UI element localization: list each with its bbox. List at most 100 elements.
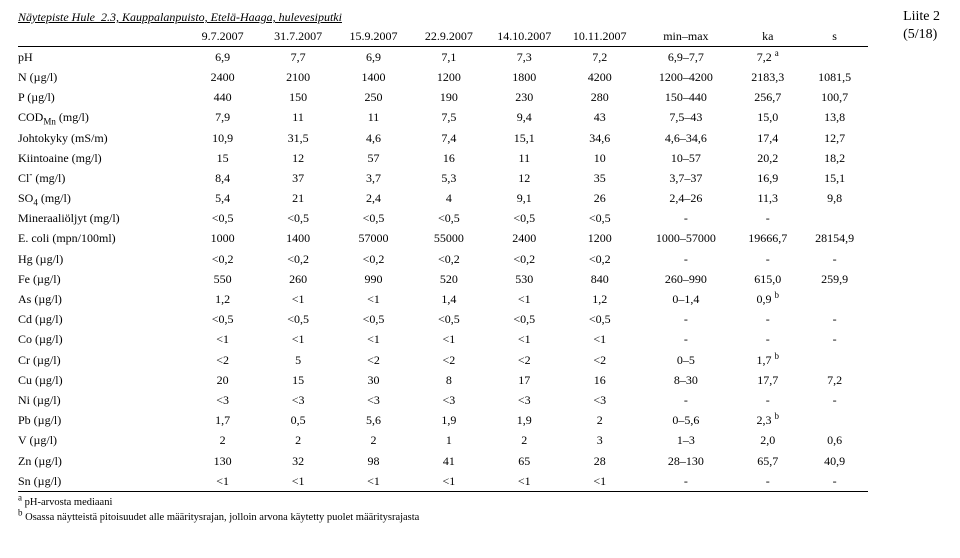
value-cell: <0,2 bbox=[260, 249, 335, 269]
param-cell: Cu (µg/l) bbox=[18, 370, 185, 390]
header-cell: ka bbox=[734, 26, 801, 47]
minmax-cell: 0–5,6 bbox=[637, 411, 734, 431]
value-cell: 130 bbox=[185, 451, 260, 471]
appendix-label: Liite 2 (5/18) bbox=[903, 8, 940, 43]
value-cell: 2 bbox=[185, 431, 260, 451]
s-cell: 7,2 bbox=[801, 370, 868, 390]
value-cell: 35 bbox=[562, 168, 637, 188]
value-cell: <3 bbox=[336, 390, 411, 410]
header-cell: 10.11.2007 bbox=[562, 26, 637, 47]
value-cell: <1 bbox=[336, 471, 411, 492]
value-cell: 12 bbox=[487, 168, 562, 188]
s-cell: 0,6 bbox=[801, 431, 868, 451]
value-cell: 2 bbox=[562, 411, 637, 431]
value-cell: 8 bbox=[411, 370, 486, 390]
header-cell: 14.10.2007 bbox=[487, 26, 562, 47]
ka-cell: 7,2 a bbox=[734, 47, 801, 68]
param-cell: As (µg/l) bbox=[18, 289, 185, 309]
minmax-cell: 6,9–7,7 bbox=[637, 47, 734, 68]
s-cell bbox=[801, 209, 868, 229]
param-cell: Mineraaliöljyt (mg/l) bbox=[18, 209, 185, 229]
value-cell: <0,5 bbox=[487, 310, 562, 330]
value-cell: <1 bbox=[260, 471, 335, 492]
table-row: pH6,97,76,97,17,37,26,9–7,77,2 a bbox=[18, 47, 868, 68]
value-cell: <1 bbox=[487, 289, 562, 309]
value-cell: 250 bbox=[336, 88, 411, 108]
minmax-cell: - bbox=[637, 249, 734, 269]
liite-line1: Liite 2 bbox=[903, 8, 940, 26]
s-cell: - bbox=[801, 330, 868, 350]
header-cell: s bbox=[801, 26, 868, 47]
param-cell: N (µg/l) bbox=[18, 67, 185, 87]
s-cell: 100,7 bbox=[801, 88, 868, 108]
ka-cell: 11,3 bbox=[734, 189, 801, 209]
value-cell: 55000 bbox=[411, 229, 486, 249]
header-cell: min–max bbox=[637, 26, 734, 47]
param-cell: Kiintoaine (mg/l) bbox=[18, 148, 185, 168]
ka-cell: 17,7 bbox=[734, 370, 801, 390]
value-cell: 2400 bbox=[487, 229, 562, 249]
minmax-cell: 28–130 bbox=[637, 451, 734, 471]
value-cell: 230 bbox=[487, 88, 562, 108]
param-cell: Fe (µg/l) bbox=[18, 269, 185, 289]
value-cell: 8,4 bbox=[185, 168, 260, 188]
value-cell: 5,3 bbox=[411, 168, 486, 188]
s-cell: 18,2 bbox=[801, 148, 868, 168]
value-cell: 1800 bbox=[487, 67, 562, 87]
footnote-b: b Osassa näytteistä pitoisuudet alle mää… bbox=[18, 511, 938, 526]
table-row: Cr (µg/l)<25<2<2<2<20–51,7 b bbox=[18, 350, 868, 370]
value-cell: 6,9 bbox=[185, 47, 260, 68]
value-cell: 5 bbox=[260, 350, 335, 370]
value-cell: 2,4 bbox=[336, 189, 411, 209]
value-cell: <2 bbox=[411, 350, 486, 370]
value-cell: 5,6 bbox=[336, 411, 411, 431]
value-cell: 30 bbox=[336, 370, 411, 390]
value-cell: <0,5 bbox=[487, 209, 562, 229]
minmax-cell: - bbox=[637, 310, 734, 330]
value-cell: 0,5 bbox=[260, 411, 335, 431]
value-cell: <0,2 bbox=[562, 249, 637, 269]
table-row: Ni (µg/l)<3<3<3<3<3<3--- bbox=[18, 390, 868, 410]
minmax-cell: - bbox=[637, 471, 734, 492]
minmax-cell: 8–30 bbox=[637, 370, 734, 390]
minmax-cell: 3,7–37 bbox=[637, 168, 734, 188]
value-cell: <1 bbox=[260, 330, 335, 350]
table-row: Sn (µg/l)<1<1<1<1<1<1--- bbox=[18, 471, 868, 492]
value-cell: 15 bbox=[260, 370, 335, 390]
value-cell: 3 bbox=[562, 431, 637, 451]
value-cell: <1 bbox=[411, 471, 486, 492]
value-cell: 16 bbox=[562, 370, 637, 390]
value-cell: 26 bbox=[562, 189, 637, 209]
value-cell: <0,2 bbox=[185, 249, 260, 269]
s-cell: - bbox=[801, 249, 868, 269]
header-cell bbox=[18, 26, 185, 47]
value-cell: <3 bbox=[260, 390, 335, 410]
s-cell: 40,9 bbox=[801, 451, 868, 471]
value-cell: <3 bbox=[411, 390, 486, 410]
param-cell: Zn (µg/l) bbox=[18, 451, 185, 471]
minmax-cell: 260–990 bbox=[637, 269, 734, 289]
ka-cell: 615,0 bbox=[734, 269, 801, 289]
value-cell: <0,5 bbox=[411, 209, 486, 229]
value-cell: 15,1 bbox=[487, 128, 562, 148]
ka-cell: - bbox=[734, 330, 801, 350]
ka-cell: 0,9 b bbox=[734, 289, 801, 309]
ka-cell: 256,7 bbox=[734, 88, 801, 108]
value-cell: 7,1 bbox=[411, 47, 486, 68]
value-cell: 260 bbox=[260, 269, 335, 289]
value-cell: 1,2 bbox=[562, 289, 637, 309]
ka-cell: 20,2 bbox=[734, 148, 801, 168]
value-cell: 41 bbox=[411, 451, 486, 471]
value-cell: 65 bbox=[487, 451, 562, 471]
value-cell: 31,5 bbox=[260, 128, 335, 148]
value-cell: 1200 bbox=[562, 229, 637, 249]
value-cell: 17 bbox=[487, 370, 562, 390]
ka-cell: - bbox=[734, 310, 801, 330]
param-cell: Johtokyky (mS/m) bbox=[18, 128, 185, 148]
value-cell: 530 bbox=[487, 269, 562, 289]
value-cell: 34,6 bbox=[562, 128, 637, 148]
ka-cell: 19666,7 bbox=[734, 229, 801, 249]
value-cell: 21 bbox=[260, 189, 335, 209]
table-row: Mineraaliöljyt (mg/l)<0,5<0,5<0,5<0,5<0,… bbox=[18, 209, 868, 229]
value-cell: <2 bbox=[336, 350, 411, 370]
